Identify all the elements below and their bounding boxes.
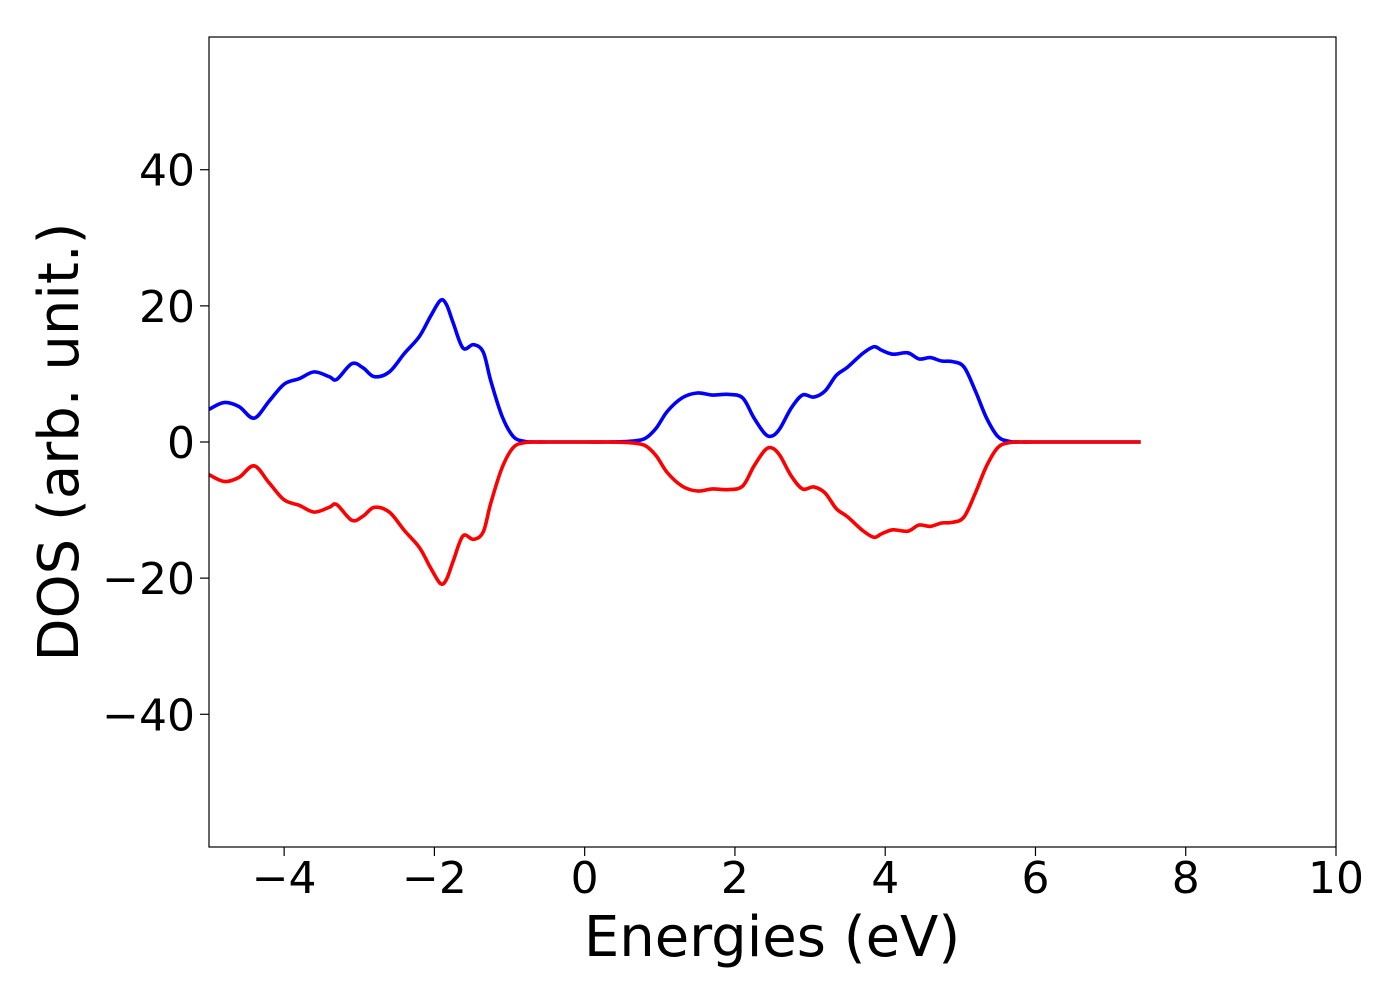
x-tick-label: 4	[871, 853, 899, 904]
x-axis-label: Energies (eV)	[584, 905, 960, 970]
y-axis-label: DOS (arb. unit.)	[27, 222, 92, 661]
x-axis: −4 −2 0 2 4 6 8 10	[252, 847, 1364, 904]
series-line-1	[208, 297, 1141, 444]
y-tick-label: −20	[102, 554, 195, 605]
series-line-2	[208, 440, 1141, 587]
x-tick-label: 2	[721, 853, 749, 904]
x-tick-label: −2	[402, 853, 467, 904]
x-tick-label: 10	[1308, 853, 1364, 904]
x-tick-label: 0	[571, 853, 599, 904]
x-tick-label: 6	[1021, 853, 1049, 904]
y-tick-label: −40	[102, 690, 195, 741]
y-tick-label: 20	[139, 282, 195, 333]
y-tick-label: 40	[139, 146, 195, 197]
x-tick-label: 8	[1172, 853, 1200, 904]
x-tick-label: −4	[252, 853, 317, 904]
y-axis: −40 −20 0 20 40	[102, 146, 209, 741]
y-tick-label: 0	[167, 418, 195, 469]
plot-frame	[208, 36, 1337, 848]
series-layer	[208, 297, 1141, 587]
